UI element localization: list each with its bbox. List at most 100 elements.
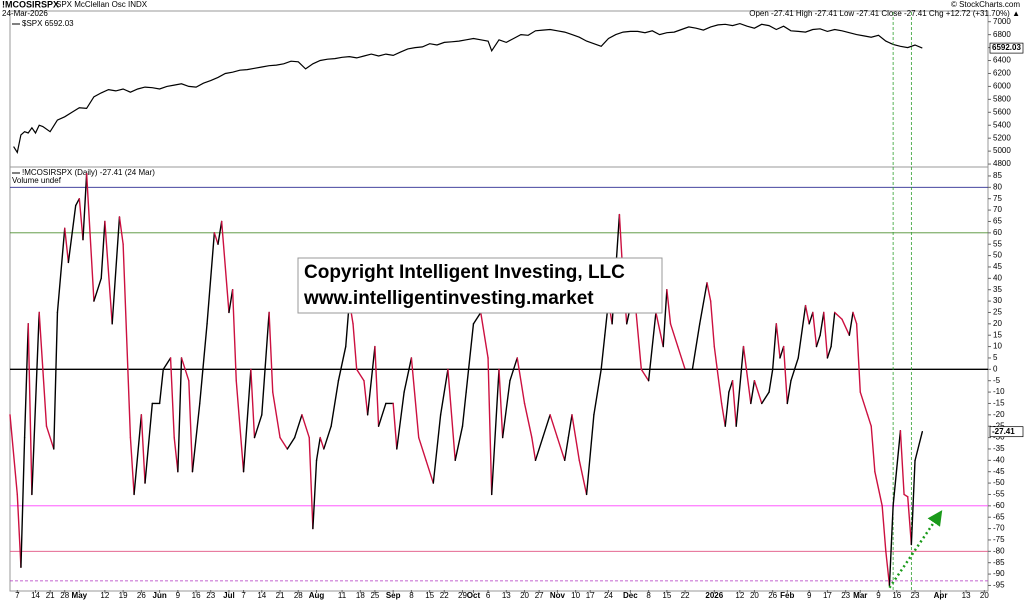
line-segment — [447, 368, 456, 462]
x-tick-label: Dec — [623, 591, 638, 600]
line-segment — [472, 311, 482, 325]
line-segment — [67, 204, 77, 264]
x-tick-label: Sep — [386, 591, 401, 600]
x-tick-label: 11 — [338, 591, 347, 600]
line-segment — [217, 220, 223, 245]
x-tick-label: 29 — [458, 591, 467, 600]
line-segment — [775, 323, 781, 359]
y-tick-label: -75 — [993, 535, 1005, 544]
x-tick-label: 8 — [646, 591, 651, 600]
line-segment — [301, 414, 310, 439]
line-segment — [169, 357, 175, 439]
y-tick-label: 30 — [993, 296, 1002, 305]
line-segment — [881, 505, 887, 553]
date: 24-Mar-2026 — [2, 9, 48, 18]
line-segment — [907, 496, 913, 546]
line-segment — [465, 323, 475, 393]
legend: $SPX 6592.03 — [22, 19, 74, 28]
line-segment — [509, 357, 518, 382]
line-segment — [231, 289, 237, 382]
line-segment — [319, 436, 325, 450]
line-segment — [323, 425, 332, 450]
x-tick-label: 12 — [100, 591, 109, 600]
line-segment — [556, 436, 566, 462]
line-segment — [735, 345, 745, 427]
line-segment — [768, 368, 774, 393]
line-segment — [286, 436, 296, 450]
line-segment — [834, 311, 843, 320]
y-tick-label: 25 — [993, 308, 1002, 317]
line-segment — [228, 289, 234, 314]
line-segment — [27, 323, 33, 496]
line-segment — [454, 425, 464, 462]
y-tick-label: 5 — [993, 353, 998, 362]
line-segment — [808, 311, 814, 325]
y-tick-label: 5600 — [993, 107, 1011, 116]
line-segment — [666, 289, 672, 325]
y-tick-label: 6200 — [993, 69, 1011, 78]
y-tick-label: 75 — [993, 194, 1002, 203]
line-segment — [268, 311, 274, 393]
y-tick-label: 85 — [993, 171, 1002, 180]
y-tick-label: 5200 — [993, 133, 1011, 142]
line-segment — [118, 216, 124, 245]
x-tick-label: 17 — [586, 591, 595, 600]
x-tick-label: 21 — [276, 591, 285, 600]
x-tick-label: 28 — [60, 591, 69, 600]
line-segment — [410, 357, 420, 439]
line-segment — [93, 277, 102, 302]
y-tick-label: -45 — [993, 467, 1005, 476]
y-tick-label: 45 — [993, 262, 1002, 271]
x-tick-label: May — [72, 591, 88, 600]
x-tick-label: 26 — [137, 591, 146, 600]
y-tick-label: 80 — [993, 182, 1002, 191]
x-tick-label: 22 — [440, 591, 449, 600]
line-segment — [9, 414, 18, 496]
line-segment — [312, 459, 318, 530]
arrow — [888, 510, 943, 589]
line-segment — [461, 391, 467, 427]
x-tick-label: 9 — [807, 591, 812, 600]
y-tick-label: -60 — [993, 501, 1005, 510]
line-segment — [852, 311, 858, 325]
x-tick-label: 20 — [980, 591, 989, 600]
line-segment — [199, 323, 208, 405]
line-segment — [647, 311, 657, 382]
line-segment — [352, 323, 358, 371]
y-tick-label: 60 — [993, 228, 1002, 237]
x-tick-label: Nov — [550, 591, 566, 600]
x-tick-label: 14 — [257, 591, 266, 600]
line-segment — [253, 414, 263, 439]
y-tick-label: 15 — [993, 330, 1002, 339]
line-segment — [771, 323, 778, 371]
line-segment — [74, 198, 81, 207]
line-segment — [870, 425, 876, 473]
x-tick-label: Feb — [780, 591, 794, 600]
y-tick-label: -55 — [993, 490, 1005, 499]
x-tick-label: 9 — [876, 591, 881, 600]
line-segment — [31, 311, 40, 496]
legend: !MCOSIRSPX (Daily) -27.41 (24 Mar) — [22, 168, 155, 177]
line-segment — [706, 282, 712, 302]
x-tick-label: 15 — [662, 591, 671, 600]
y-tick-label: -65 — [993, 512, 1005, 521]
line-segment — [892, 430, 902, 507]
line-segment — [392, 402, 398, 450]
line-segment — [491, 368, 500, 496]
watermark: Copyright Intelligent Investing, LLC — [304, 262, 625, 283]
y-tick-label: 4800 — [993, 159, 1011, 168]
line-segment — [830, 311, 836, 348]
x-tick-label: 14 — [31, 591, 40, 600]
line-segment — [812, 311, 818, 348]
last-value-box — [989, 42, 1024, 54]
last-value-label: -27.41 — [992, 427, 1015, 436]
x-tick-label: 7 — [241, 591, 246, 600]
line-segment — [563, 436, 570, 462]
line-segment — [542, 414, 551, 439]
quote: Open -27.41 High -27.41 Low -27.41 Close… — [749, 9, 1020, 18]
line-segment — [516, 357, 526, 405]
line-segment — [206, 232, 216, 325]
x-tick-label: 20 — [520, 591, 529, 600]
source: © StockCharts.com — [951, 0, 1020, 9]
y-tick-label: -70 — [993, 524, 1005, 533]
